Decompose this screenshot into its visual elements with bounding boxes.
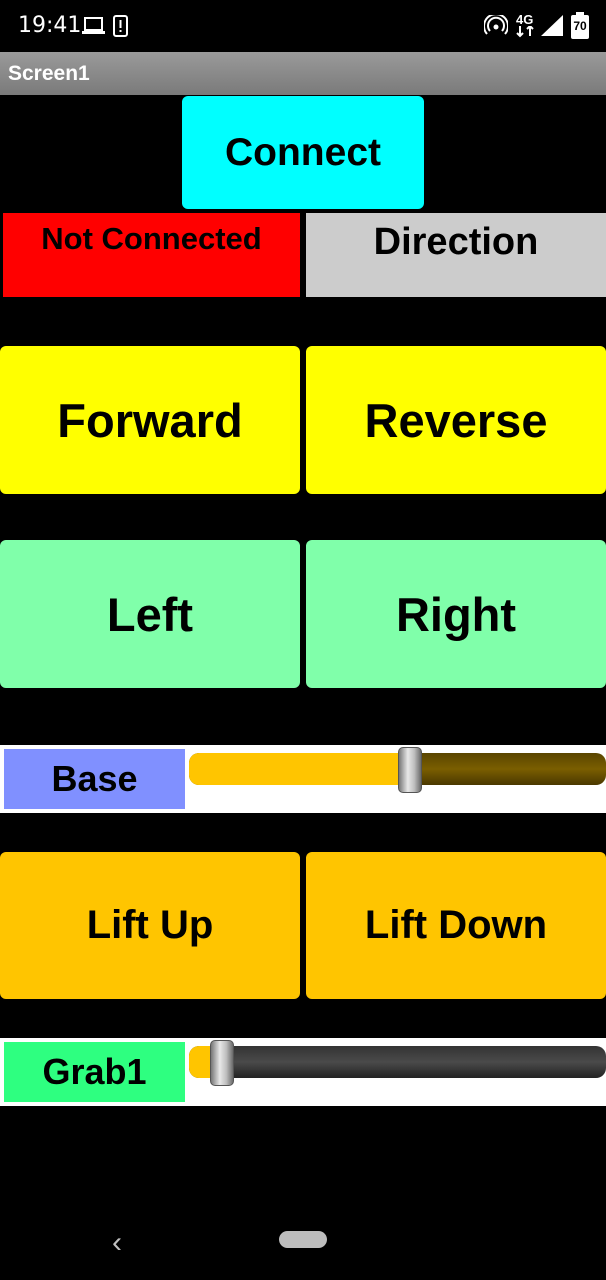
signal-icon — [541, 15, 563, 36]
connect-button[interactable]: Connect — [182, 96, 424, 209]
grab-slider-thumb[interactable] — [210, 1040, 234, 1086]
reverse-button[interactable]: Reverse — [306, 346, 606, 494]
screen-title: Screen1 — [8, 62, 90, 85]
base-slider-fill — [189, 753, 410, 785]
title-bar — [0, 52, 606, 95]
home-pill-icon[interactable] — [279, 1231, 327, 1248]
battery-level: 70 — [573, 19, 587, 33]
right-button[interactable]: Right — [306, 540, 606, 688]
laptop-icon — [82, 17, 105, 34]
back-icon[interactable]: ‹ — [112, 1226, 122, 1259]
grab-label: Grab1 — [4, 1042, 185, 1102]
grab-slider-track[interactable] — [189, 1046, 606, 1078]
network-type: 4G — [516, 12, 534, 27]
data-arrows-icon — [516, 26, 534, 38]
left-button[interactable]: Left — [0, 540, 300, 688]
lift-up-button[interactable]: Lift Up — [0, 852, 300, 999]
hotspot-icon — [484, 15, 508, 35]
status-time: 19:41 — [18, 13, 82, 38]
battery-icon — [571, 12, 589, 39]
lift-down-button[interactable]: Lift Down — [306, 852, 606, 999]
forward-button[interactable]: Forward — [0, 346, 300, 494]
direction-label: Direction — [306, 213, 606, 297]
base-label: Base — [4, 749, 185, 809]
phone-alert-icon — [113, 15, 128, 37]
connection-status-label: Not Connected — [3, 213, 300, 297]
base-slider-thumb[interactable] — [398, 747, 422, 793]
